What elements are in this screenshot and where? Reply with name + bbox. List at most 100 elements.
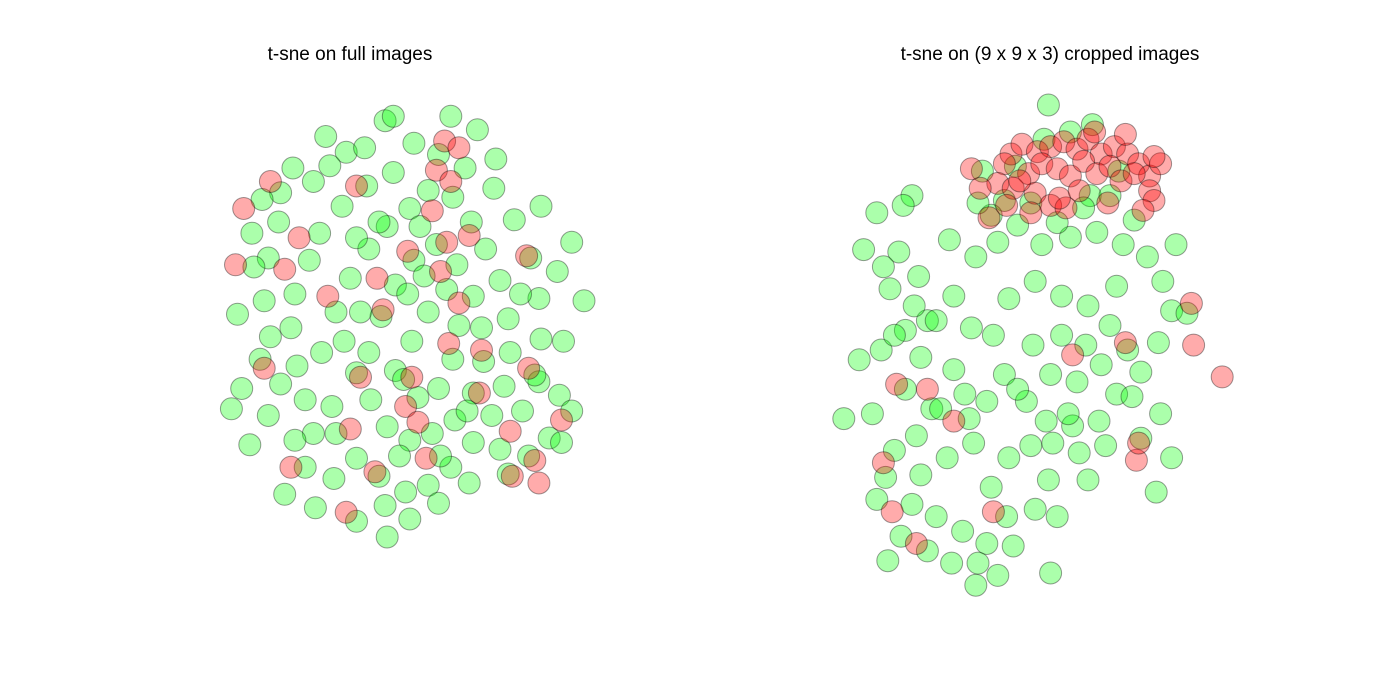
- data-point: [515, 244, 539, 268]
- data-point: [1102, 135, 1126, 159]
- data-point: [1105, 382, 1129, 406]
- data-point: [1151, 269, 1175, 293]
- data-point: [365, 266, 389, 290]
- data-point: [496, 307, 520, 331]
- data-point: [375, 415, 399, 439]
- data-point: [447, 314, 471, 337]
- data-point: [885, 372, 909, 396]
- data-point: [1109, 169, 1133, 193]
- data-point: [502, 208, 526, 232]
- data-point: [406, 410, 430, 434]
- data-point: [474, 237, 498, 261]
- data-point: [937, 228, 961, 252]
- data-point: [427, 143, 450, 166]
- data-point: [882, 323, 906, 347]
- data-point: [293, 455, 317, 479]
- data-point: [995, 505, 1019, 529]
- data-point: [550, 408, 573, 432]
- data-point: [909, 463, 933, 487]
- data-point: [322, 467, 346, 490]
- data-point: [523, 449, 547, 472]
- data-point: [1072, 196, 1096, 220]
- data-point: [314, 125, 338, 148]
- data-point: [891, 193, 915, 217]
- data-point: [447, 136, 471, 160]
- data-point: [447, 291, 471, 315]
- data-point: [308, 221, 332, 245]
- data-point: [383, 273, 407, 297]
- data-point: [242, 255, 266, 279]
- data-point: [297, 248, 321, 272]
- data-point: [1061, 414, 1085, 438]
- data-point: [256, 246, 280, 270]
- data-point: [267, 210, 291, 234]
- data-point: [915, 539, 939, 563]
- data-point: [529, 327, 553, 351]
- data-point: [999, 142, 1023, 166]
- data-point: [248, 347, 272, 371]
- data-point: [889, 524, 913, 548]
- data-point: [496, 462, 520, 486]
- data-point: [461, 284, 485, 308]
- data-point: [1001, 176, 1025, 200]
- data-point: [852, 238, 876, 262]
- data-point: [250, 188, 274, 211]
- data-point: [252, 289, 276, 313]
- data-point: [437, 332, 461, 355]
- data-point: [398, 507, 422, 531]
- data-point: [959, 316, 983, 340]
- chart-title: t-sne on (9 x 9 x 3) cropped images: [900, 44, 1200, 65]
- data-point: [398, 428, 422, 452]
- data-point: [1058, 164, 1082, 188]
- right-panel: t-sne on (9 x 9 x 3) cropped images: [700, 0, 1400, 700]
- data-point: [986, 563, 1010, 587]
- data-point: [324, 300, 348, 324]
- data-point: [1065, 137, 1089, 161]
- data-point: [1039, 193, 1063, 217]
- data-point: [285, 354, 309, 378]
- data-point: [882, 438, 906, 462]
- data-point: [860, 402, 884, 426]
- data-point: [519, 246, 543, 270]
- data-point: [871, 255, 895, 279]
- data-point: [441, 347, 465, 371]
- data-point: [1146, 331, 1170, 355]
- data-point: [904, 424, 928, 448]
- data-point: [1210, 365, 1234, 389]
- data-point: [467, 381, 491, 405]
- data-point: [439, 104, 463, 128]
- data-point: [915, 309, 939, 333]
- data-point: [334, 140, 358, 164]
- data-point: [381, 104, 405, 128]
- data-point: [929, 397, 953, 421]
- data-point: [986, 230, 1010, 254]
- data-point: [832, 407, 856, 431]
- data-point: [345, 509, 368, 533]
- data-point: [1149, 152, 1173, 176]
- data-point: [258, 325, 282, 349]
- data-point: [461, 381, 485, 405]
- data-point: [318, 154, 342, 178]
- data-point: [435, 230, 459, 254]
- data-point: [1052, 130, 1076, 154]
- series-red-points: [871, 120, 1234, 555]
- data-point: [1129, 426, 1153, 450]
- data-point: [1089, 142, 1113, 166]
- data-point: [975, 532, 999, 555]
- data-point: [1034, 409, 1058, 433]
- data-point: [966, 551, 990, 575]
- data-point: [1149, 402, 1173, 426]
- data-point: [1050, 284, 1074, 308]
- data-point: [1006, 213, 1030, 237]
- data-point: [1025, 140, 1049, 164]
- data-point: [1160, 446, 1184, 470]
- data-point: [1065, 370, 1089, 394]
- data-point: [545, 260, 569, 283]
- data-point: [303, 496, 327, 520]
- data-point: [1061, 343, 1085, 367]
- data-point: [394, 395, 418, 418]
- data-point: [345, 446, 368, 470]
- data-point: [968, 176, 992, 200]
- data-point: [511, 399, 534, 423]
- data-point: [424, 158, 448, 182]
